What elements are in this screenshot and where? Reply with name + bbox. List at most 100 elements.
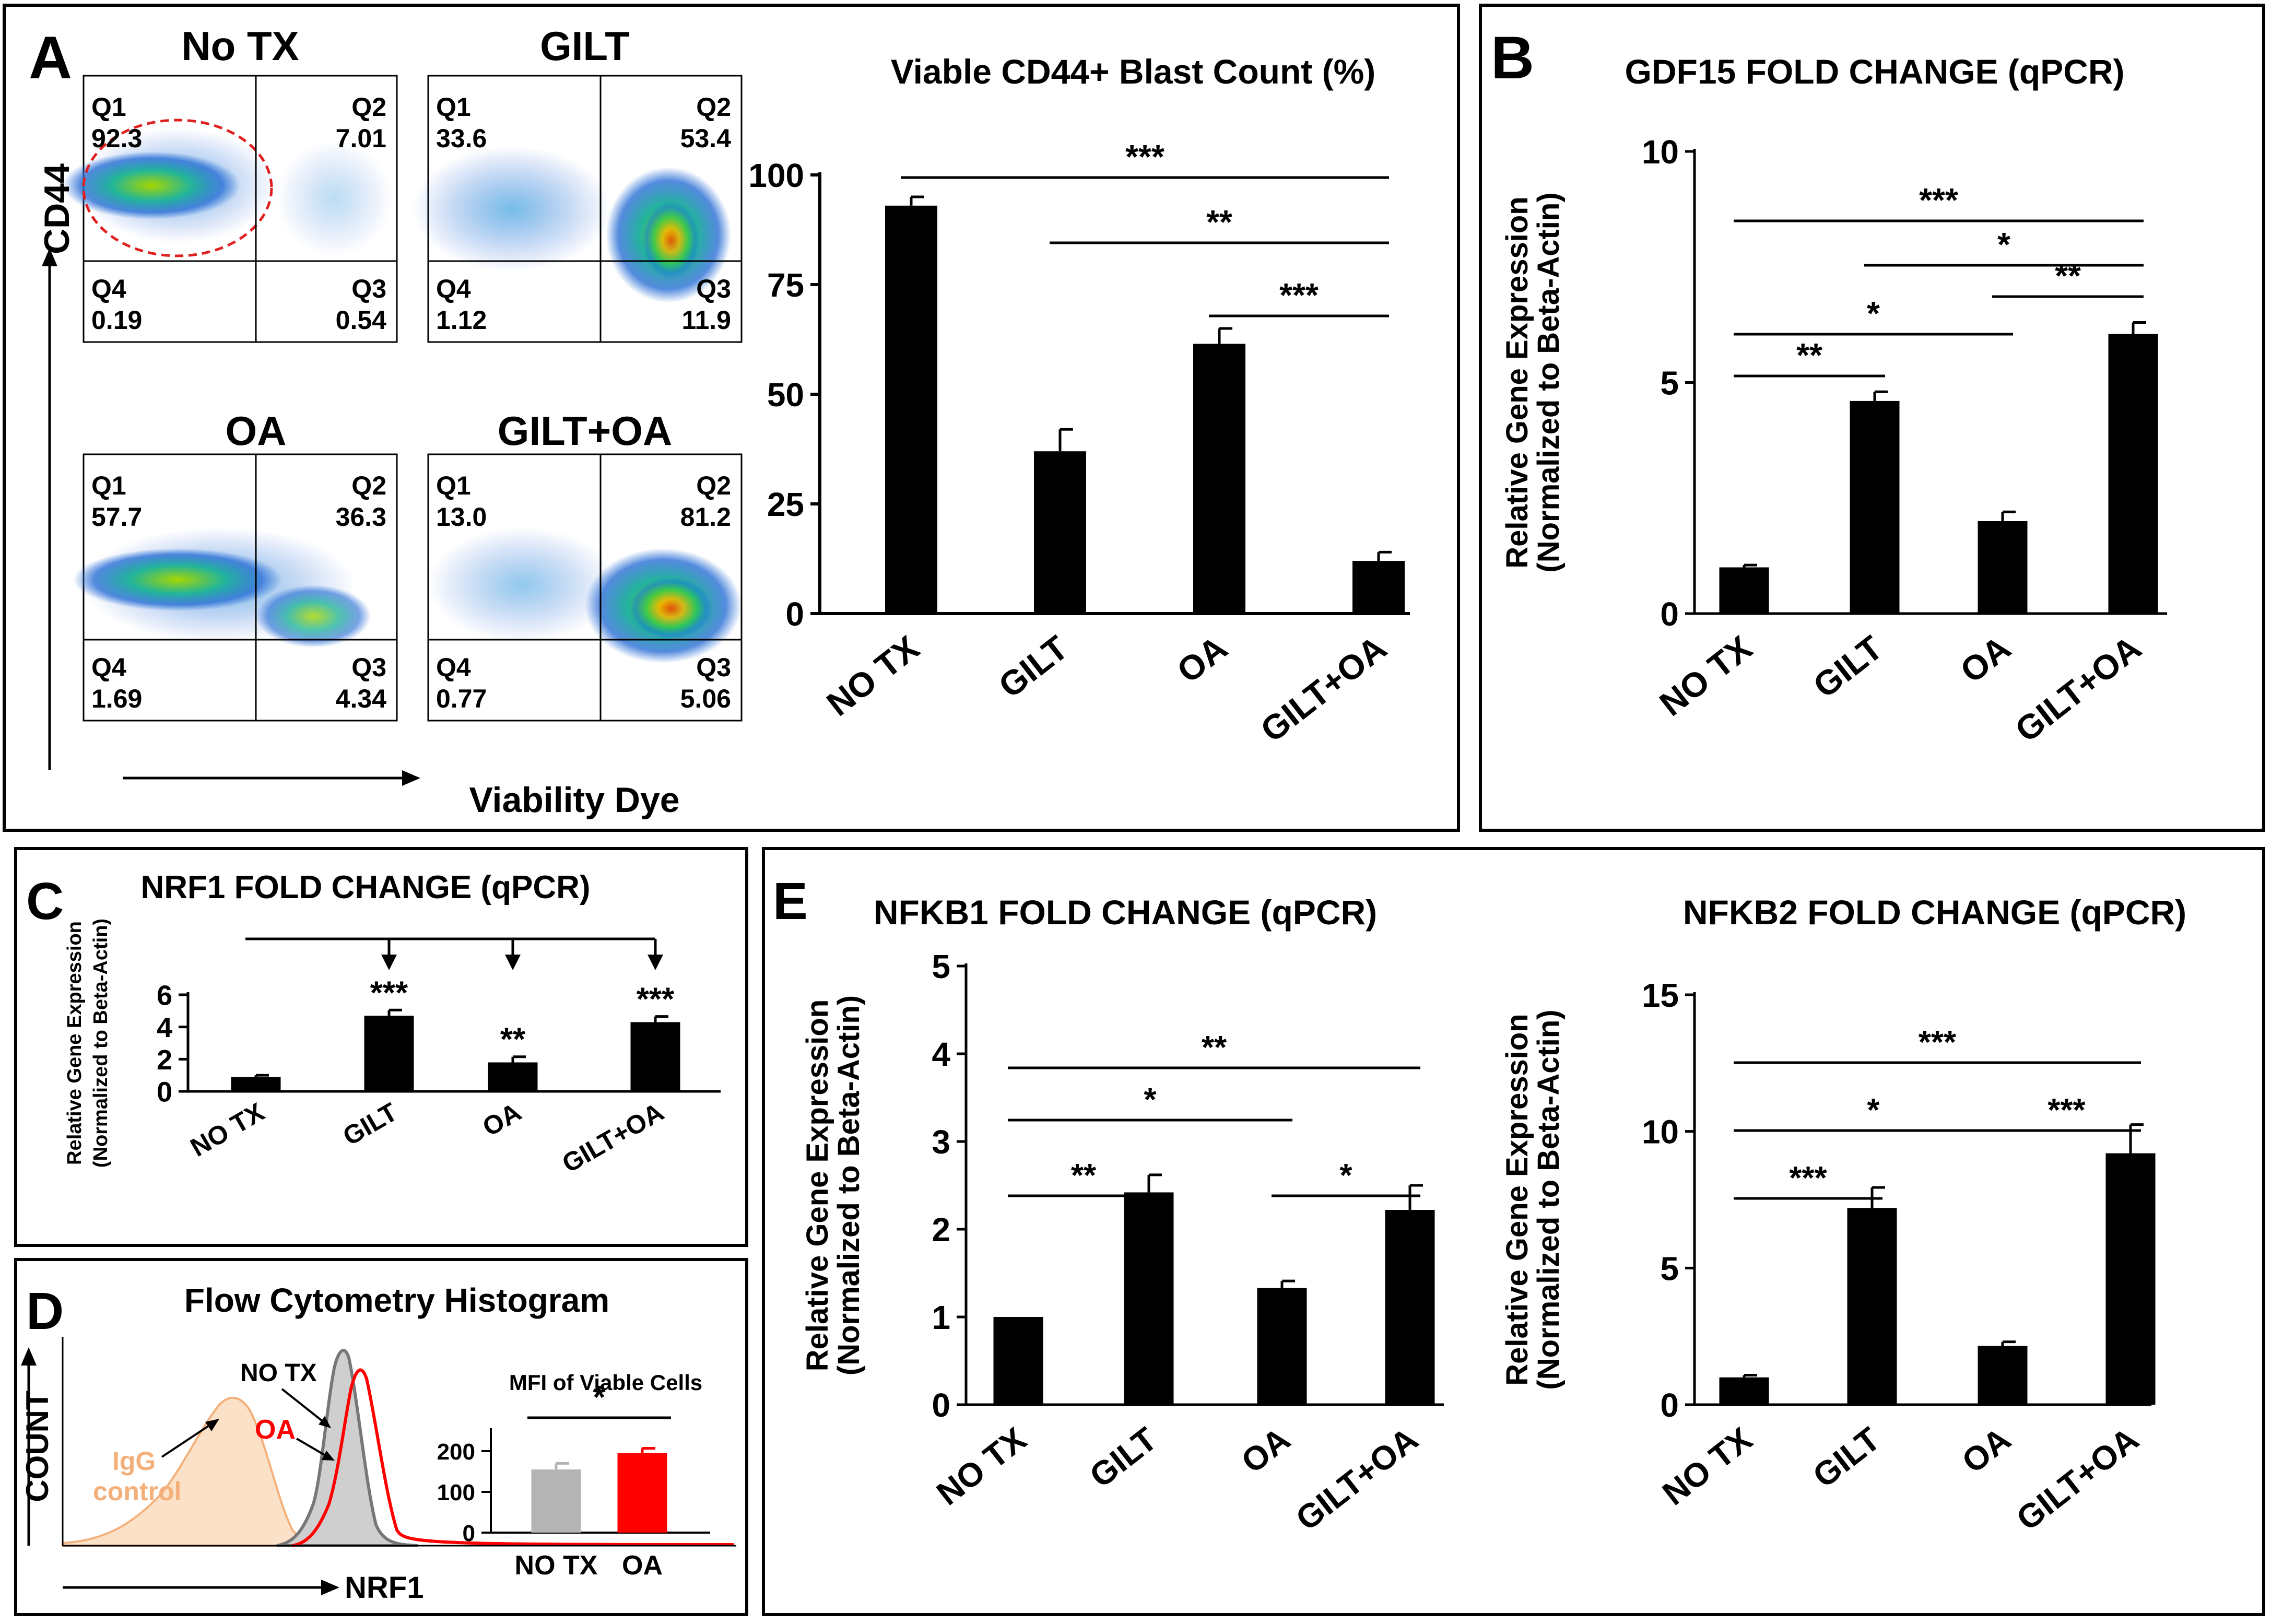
quadrant-value: 13.0	[436, 502, 487, 532]
x-tick-label: NO TX	[929, 1420, 1033, 1512]
quadrant-label: Q3	[696, 274, 731, 303]
quadrant-label: Q4	[91, 653, 126, 682]
x-tick-label: GILT	[991, 628, 1075, 705]
bar	[531, 1469, 581, 1533]
x-tick-label: NO TX	[1652, 628, 1759, 723]
y-tick-label: 4	[157, 1012, 172, 1043]
bar	[885, 205, 937, 614]
significance-label: *	[1867, 1092, 1880, 1128]
bar	[364, 1016, 414, 1091]
y-axis-label: Relative Gene Expression	[64, 921, 86, 1165]
significance-label: ***	[1125, 138, 1164, 175]
viability-arrowhead	[402, 770, 420, 786]
panel-a-frame	[3, 4, 1460, 832]
y-tick-label: 1	[932, 1299, 950, 1336]
significance-label: **	[2055, 257, 2081, 295]
y-tick-label: 6	[157, 980, 172, 1011]
significance-label: ***	[2048, 1092, 2086, 1128]
cell-cluster	[277, 141, 392, 256]
quadrant-value: 81.2	[680, 502, 731, 532]
igg-label: control	[93, 1477, 181, 1506]
y-tick-label: 75	[767, 266, 804, 304]
bar	[1352, 561, 1405, 614]
panel-e-frame	[762, 847, 2265, 1616]
y-axis-label: Relative Gene Expression	[1500, 1014, 1534, 1385]
flow-plot-oa: OA Q1 57.7 Q2 36.3 Q4 1.69 Q3 4.34	[73, 408, 398, 722]
bar	[2105, 1153, 2156, 1405]
y-tick-label: 15	[1642, 976, 1679, 1014]
bracket-arrowhead	[505, 955, 521, 970]
significance-label: *	[593, 1380, 606, 1416]
panel-label-e: E	[773, 872, 808, 931]
bar	[1978, 1346, 2028, 1405]
nrf1-arrowhead	[321, 1580, 339, 1595]
x-tick-label: GILT+OA	[2008, 628, 2148, 750]
bar	[2108, 334, 2158, 614]
y-tick-label: 10	[1642, 1113, 1679, 1151]
bar	[1385, 1210, 1435, 1405]
y-axis-label: (Normalized to Beta-Actin)	[90, 919, 112, 1168]
quadrant-label: Q2	[351, 471, 386, 500]
chart-gdf15: GDF15 FOLD CHANGE (qPCR) 0 5 10 Relative Gen…	[1500, 52, 2167, 749]
y-tick-label: 25	[767, 486, 804, 523]
bar	[1193, 344, 1245, 614]
oa-curve	[292, 1368, 734, 1547]
x-tick-label: NO TX	[515, 1550, 598, 1581]
y-tick-label: 10	[1642, 133, 1679, 171]
notx-label: NO TX	[240, 1359, 317, 1387]
bar	[1978, 521, 2028, 614]
quadrant-value: 11.9	[681, 305, 731, 335]
nrf1-comparison-bracket	[245, 937, 663, 970]
significance-label: *	[1144, 1082, 1157, 1118]
bar	[630, 1022, 680, 1091]
bar	[488, 1062, 538, 1091]
cell-cluster	[642, 201, 700, 279]
gate-ellipse	[82, 119, 273, 257]
significance-label: ***	[1789, 1160, 1827, 1196]
notx-pointer	[281, 1388, 326, 1424]
bar	[1257, 1288, 1307, 1405]
x-tick-label: OA	[622, 1550, 663, 1581]
flow-plot-gilt-oa: GILT+OA Q1 13.0 Q2 81.2 Q4 0.77 Q3 5.06	[427, 408, 743, 722]
igg-pointer	[161, 1422, 214, 1458]
y-tick-label: 0	[1660, 595, 1679, 633]
quadrant-label: Q1	[436, 92, 471, 122]
quadrant-label: Q3	[696, 653, 731, 682]
y-tick-label: 2	[157, 1044, 172, 1076]
y-axis-label: (Normalized to Beta-Actin)	[1532, 192, 1566, 572]
x-tick-label: GILT+OA	[557, 1097, 669, 1179]
y-tick-label: 5	[932, 948, 950, 985]
quadrant-label: Q1	[91, 92, 126, 122]
x-tick-label: GILT+OA	[2009, 1420, 2146, 1538]
x-tick-label: OA	[1953, 628, 2018, 690]
x-tick-label: OA	[1234, 1420, 1297, 1480]
quadrant-label: Q2	[351, 92, 386, 122]
flow-plot-gilt: GILT Q1 33.6 Q2 53.4 Q4 1.12 Q3 11.9	[413, 23, 743, 343]
y-tick-label: 0	[1660, 1386, 1679, 1424]
x-tick-label: OA	[1170, 628, 1234, 690]
significance-label: *	[1867, 295, 1880, 332]
panel-label-c: C	[26, 872, 64, 931]
panel-label-a: A	[29, 25, 72, 91]
y-tick-label: 4	[932, 1035, 950, 1073]
chart-title: NRF1 FOLD CHANGE (qPCR)	[140, 869, 590, 905]
igg-pointer-head	[205, 1419, 219, 1431]
count-axis-label: COUNT	[20, 1391, 55, 1502]
chart-title: NFKB1 FOLD CHANGE (qPCR)	[874, 893, 1377, 932]
significance-label: **	[1071, 1158, 1097, 1194]
igg-control-curve	[62, 1396, 340, 1547]
viability-axis-label: Viability Dye	[469, 780, 679, 820]
y-axis-label: (Normalized to Beta-Actin)	[832, 995, 866, 1375]
quadrant-label: Q2	[696, 471, 731, 500]
y-axis-label: Relative Gene Expression	[1500, 196, 1534, 568]
bar	[231, 1077, 281, 1091]
y-tick-label: 5	[1660, 1250, 1679, 1287]
chart-title: Viable CD44+ Blast Count (%)	[891, 52, 1375, 91]
chart-nfkb2: NFKB2 FOLD CHANGE (qPCR) 0 5 10 15 Relative G…	[1500, 893, 2186, 1538]
quadrant-value: 57.7	[91, 502, 142, 532]
significance-mark: **	[500, 1022, 526, 1058]
panel-d-frame	[14, 1258, 748, 1616]
